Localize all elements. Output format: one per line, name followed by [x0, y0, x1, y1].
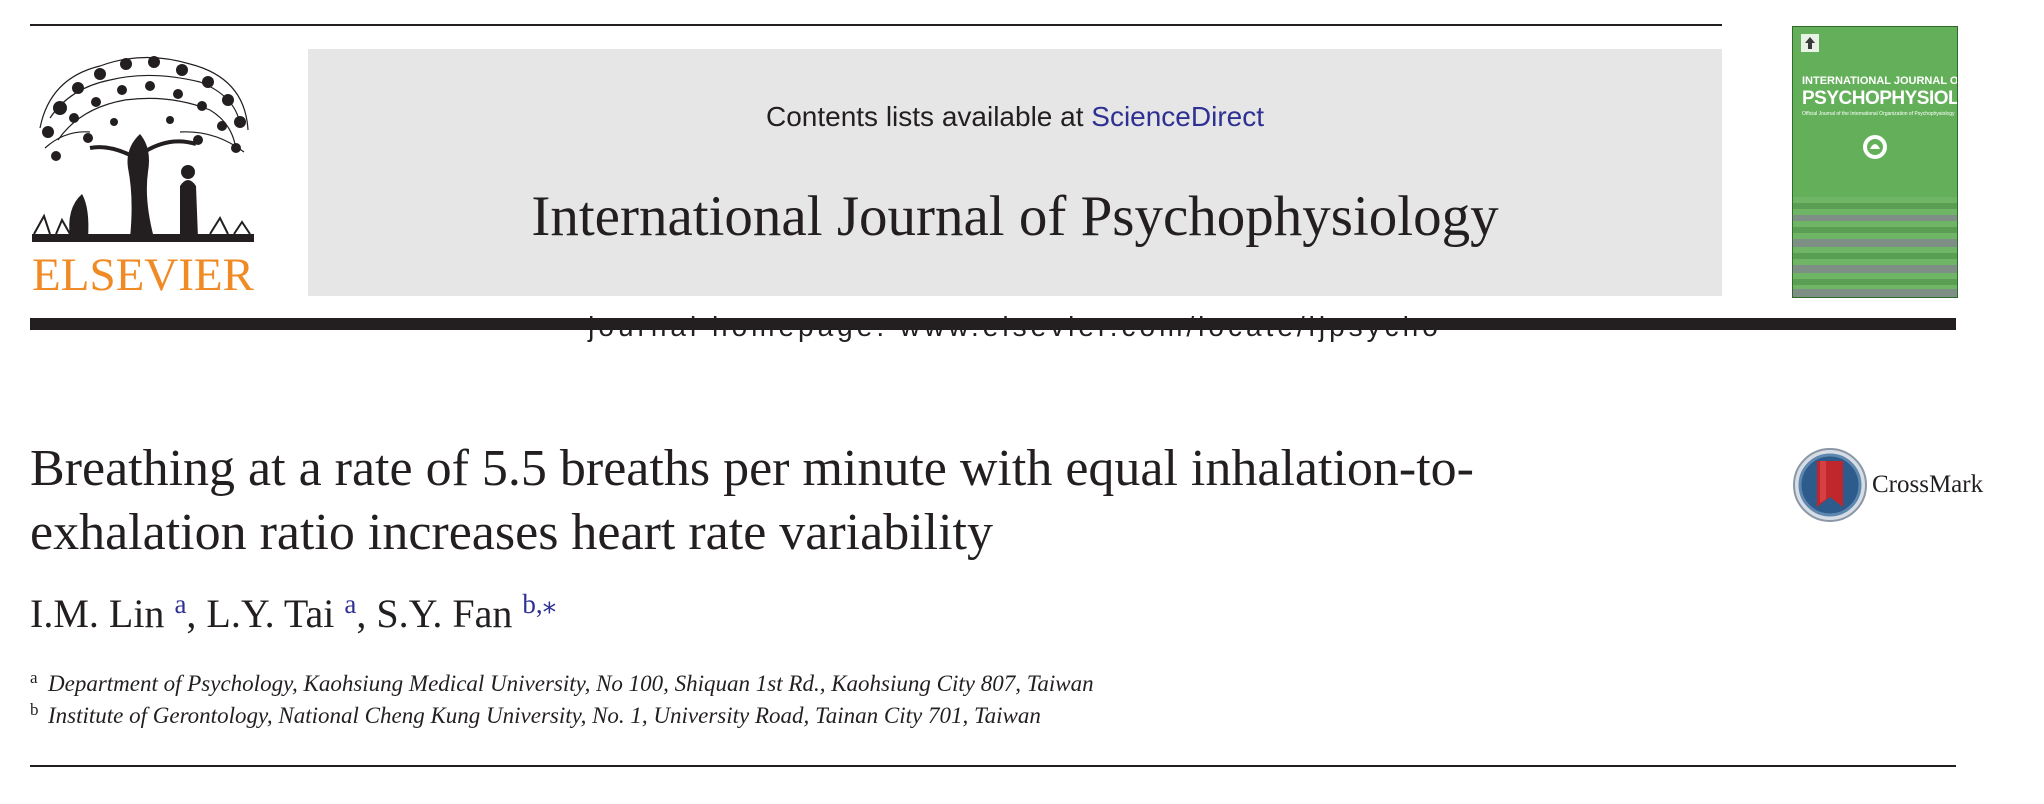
article-title: Breathing at a rate of 5.5 breaths per m…	[30, 440, 1474, 561]
author-separator: ,	[186, 591, 207, 636]
cover-emblem-icon	[1863, 135, 1887, 159]
affiliation-mark: a	[30, 668, 38, 687]
author-name[interactable]: I.M. Lin	[30, 591, 165, 636]
cover-title-line2: PSYCHOPHYSIOLOGY	[1802, 88, 1957, 109]
affiliation-b: b Institute of Gerontology, National Chen…	[30, 700, 1041, 729]
elsevier-wordmark: ELSEVIER	[32, 249, 254, 301]
contents-prefix: Contents lists available at	[765, 101, 1092, 132]
author-affiliation-mark[interactable]: a	[174, 589, 187, 619]
elsevier-logo[interactable]: ELSEVIER	[30, 48, 256, 301]
elsevier-tree-icon	[32, 50, 254, 242]
journal-cover-thumbnail[interactable]: INTERNATIONAL JOURNAL OF PSYCHOPHYSIOLOG…	[1792, 26, 1958, 298]
author-separator: ,	[356, 591, 377, 636]
author-affiliation-mark[interactable]: b,⁎	[522, 589, 557, 619]
contents-availability: Contents lists available at ScienceDirec…	[308, 101, 1722, 133]
author-affiliation-mark[interactable]: a	[344, 589, 357, 619]
affiliation-text: Department of Psychology, Kaohsiung Medi…	[48, 671, 1094, 696]
journal-title[interactable]: International Journal of Psychophysiolog…	[531, 185, 1499, 248]
top-rule	[30, 24, 1722, 26]
author-name[interactable]: L.Y. Tai	[206, 591, 335, 636]
cover-publisher-icon	[1801, 34, 1819, 52]
sciencedirect-link[interactable]: ScienceDirect	[1091, 101, 1264, 132]
header-divider	[30, 318, 1956, 330]
author-list: I.M. Lin a, L.Y. Tai a, S.Y. Fan b,⁎	[30, 590, 556, 637]
journal-masthead: Contents lists available at ScienceDirec…	[308, 49, 1722, 342]
affiliation-text: Institute of Gerontology, National Cheng…	[48, 703, 1041, 728]
affiliation-mark: b	[30, 700, 39, 719]
author-name[interactable]: S.Y. Fan	[376, 591, 513, 636]
affiliation-a: a Department of Psychology, Kaohsiung Med…	[30, 668, 1094, 697]
crossmark-icon	[1793, 448, 1867, 522]
cover-stripes	[1793, 197, 1957, 297]
cover-subtitle: Official Journal of the International Or…	[1802, 111, 1955, 117]
cover-title-line1: INTERNATIONAL JOURNAL OF	[1802, 75, 1958, 87]
crossmark-badge[interactable]: CrossMark	[1792, 447, 1992, 527]
bottom-rule	[30, 765, 1956, 767]
crossmark-label: CrossMark	[1872, 471, 1984, 498]
